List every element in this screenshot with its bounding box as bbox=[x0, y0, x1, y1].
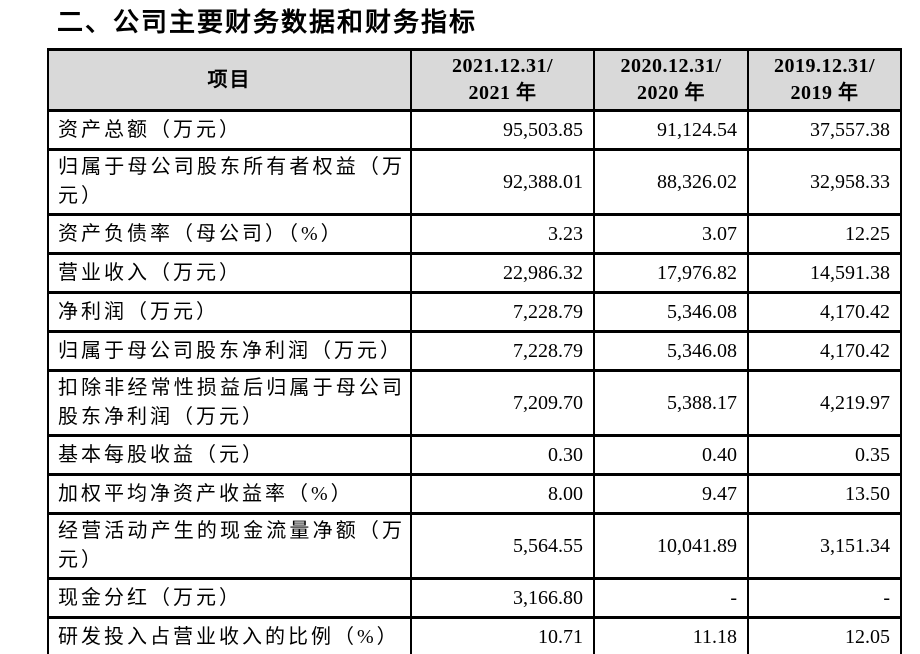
value-2019: 14,591.38 bbox=[747, 252, 902, 294]
period-year-line: 2020 年 bbox=[637, 82, 705, 104]
value-2019: 37,557.38 bbox=[747, 109, 902, 151]
value-2020: - bbox=[593, 577, 749, 619]
row-label: 研发投入占营业收入的比例（%） bbox=[47, 616, 412, 654]
value-2019: 4,170.42 bbox=[747, 330, 902, 372]
value-2020: 5,346.08 bbox=[593, 330, 749, 372]
financial-indicators-table: 项目 2021.12.31/2021 年 2020.12.31/2020 年 2… bbox=[47, 48, 902, 654]
value-2020: 0.40 bbox=[593, 434, 749, 476]
value-2020: 91,124.54 bbox=[593, 109, 749, 151]
value-2021: 3,166.80 bbox=[410, 577, 595, 619]
row-label: 资产负债率（母公司）（%） bbox=[47, 213, 412, 255]
value-2019: 12.25 bbox=[747, 213, 902, 255]
value-2021: 95,503.85 bbox=[410, 109, 595, 151]
value-2021: 0.30 bbox=[410, 434, 595, 476]
value-2020: 5,388.17 bbox=[593, 369, 749, 437]
table-row-total-assets: 资产总额（万元） 95,503.85 91,124.54 37,557.38 bbox=[47, 109, 902, 151]
value-2020: 9.47 bbox=[593, 473, 749, 515]
table-row-operating-revenue: 营业收入（万元） 22,986.32 17,976.82 14,591.38 bbox=[47, 252, 902, 294]
table-row-weighted-roe: 加权平均净资产收益率（%） 8.00 9.47 13.50 bbox=[47, 473, 902, 515]
column-header-period-2021: 2021.12.31/2021 年 bbox=[410, 48, 595, 112]
column-header-item: 项目 bbox=[47, 48, 412, 112]
value-2021: 22,986.32 bbox=[410, 252, 595, 294]
table-row-rd-revenue-ratio: 研发投入占营业收入的比例（%） 10.71 11.18 12.05 bbox=[47, 616, 902, 654]
row-label: 加权平均净资产收益率（%） bbox=[47, 473, 412, 515]
row-label: 基本每股收益（元） bbox=[47, 434, 412, 476]
column-header-period-2020: 2020.12.31/2020 年 bbox=[593, 48, 749, 112]
value-2019: 32,958.33 bbox=[747, 148, 902, 216]
column-header-period-2019: 2019.12.31/2019 年 bbox=[747, 48, 902, 112]
row-label: 净利润（万元） bbox=[47, 291, 412, 333]
table-row-net-profit: 净利润（万元） 7,228.79 5,346.08 4,170.42 bbox=[47, 291, 902, 333]
row-label: 营业收入（万元） bbox=[47, 252, 412, 294]
row-label: 现金分红（万元） bbox=[47, 577, 412, 619]
period-date-line: 2021.12.31/ bbox=[451, 55, 554, 77]
table-row-operating-cash-flow: 经营活动产生的现金流量净额（万元） 5,564.55 10,041.89 3,1… bbox=[47, 512, 902, 580]
value-2019: 0.35 bbox=[747, 434, 902, 476]
value-2020: 17,976.82 bbox=[593, 252, 749, 294]
value-2019: 12.05 bbox=[747, 616, 902, 654]
value-2021: 8.00 bbox=[410, 473, 595, 515]
value-2021: 7,228.79 bbox=[410, 330, 595, 372]
table-row-basic-eps: 基本每股收益（元） 0.30 0.40 0.35 bbox=[47, 434, 902, 476]
value-2021: 7,209.70 bbox=[410, 369, 595, 437]
table-row-parent-net-profit: 归属于母公司股东净利润（万元） 7,228.79 5,346.08 4,170.… bbox=[47, 330, 902, 372]
value-2020: 5,346.08 bbox=[593, 291, 749, 333]
value-2021: 7,228.79 bbox=[410, 291, 595, 333]
period-year-line: 2019 年 bbox=[790, 82, 859, 104]
value-2019: - bbox=[747, 577, 902, 619]
value-2019: 13.50 bbox=[747, 473, 902, 515]
value-2019: 3,151.34 bbox=[747, 512, 902, 580]
value-2020: 88,326.02 bbox=[593, 148, 749, 216]
value-2021: 10.71 bbox=[410, 616, 595, 654]
table-row-deducted-net-profit: 扣除非经常性损益后归属于母公司股东净利润（万元） 7,209.70 5,388.… bbox=[47, 369, 902, 437]
value-2021: 3.23 bbox=[410, 213, 595, 255]
value-2020: 10,041.89 bbox=[593, 512, 749, 580]
value-2019: 4,219.97 bbox=[747, 369, 902, 437]
value-2021: 5,564.55 bbox=[410, 512, 595, 580]
section-title: 二、公司主要财务数据和财务指标 bbox=[57, 8, 478, 37]
row-label: 经营活动产生的现金流量净额（万元） bbox=[47, 512, 412, 580]
value-2019: 4,170.42 bbox=[747, 291, 902, 333]
value-2020: 3.07 bbox=[593, 213, 749, 255]
value-2020: 11.18 bbox=[593, 616, 749, 654]
period-date-line: 2020.12.31/ bbox=[620, 55, 722, 77]
row-label: 归属于母公司股东所有者权益（万元） bbox=[47, 148, 412, 216]
value-2021: 92,388.01 bbox=[410, 148, 595, 216]
table-row-debt-ratio: 资产负债率（母公司）（%） 3.23 3.07 12.25 bbox=[47, 213, 902, 255]
period-year-line: 2021 年 bbox=[468, 82, 537, 104]
row-label: 归属于母公司股东净利润（万元） bbox=[47, 330, 412, 372]
row-label: 扣除非经常性损益后归属于母公司股东净利润（万元） bbox=[47, 369, 412, 437]
row-label: 资产总额（万元） bbox=[47, 109, 412, 151]
table-header-row: 项目 2021.12.31/2021 年 2020.12.31/2020 年 2… bbox=[47, 48, 902, 112]
table-row-parent-equity: 归属于母公司股东所有者权益（万元） 92,388.01 88,326.02 32… bbox=[47, 148, 902, 216]
period-date-line: 2019.12.31/ bbox=[773, 55, 876, 77]
table-row-cash-dividend: 现金分红（万元） 3,166.80 - - bbox=[47, 577, 902, 619]
